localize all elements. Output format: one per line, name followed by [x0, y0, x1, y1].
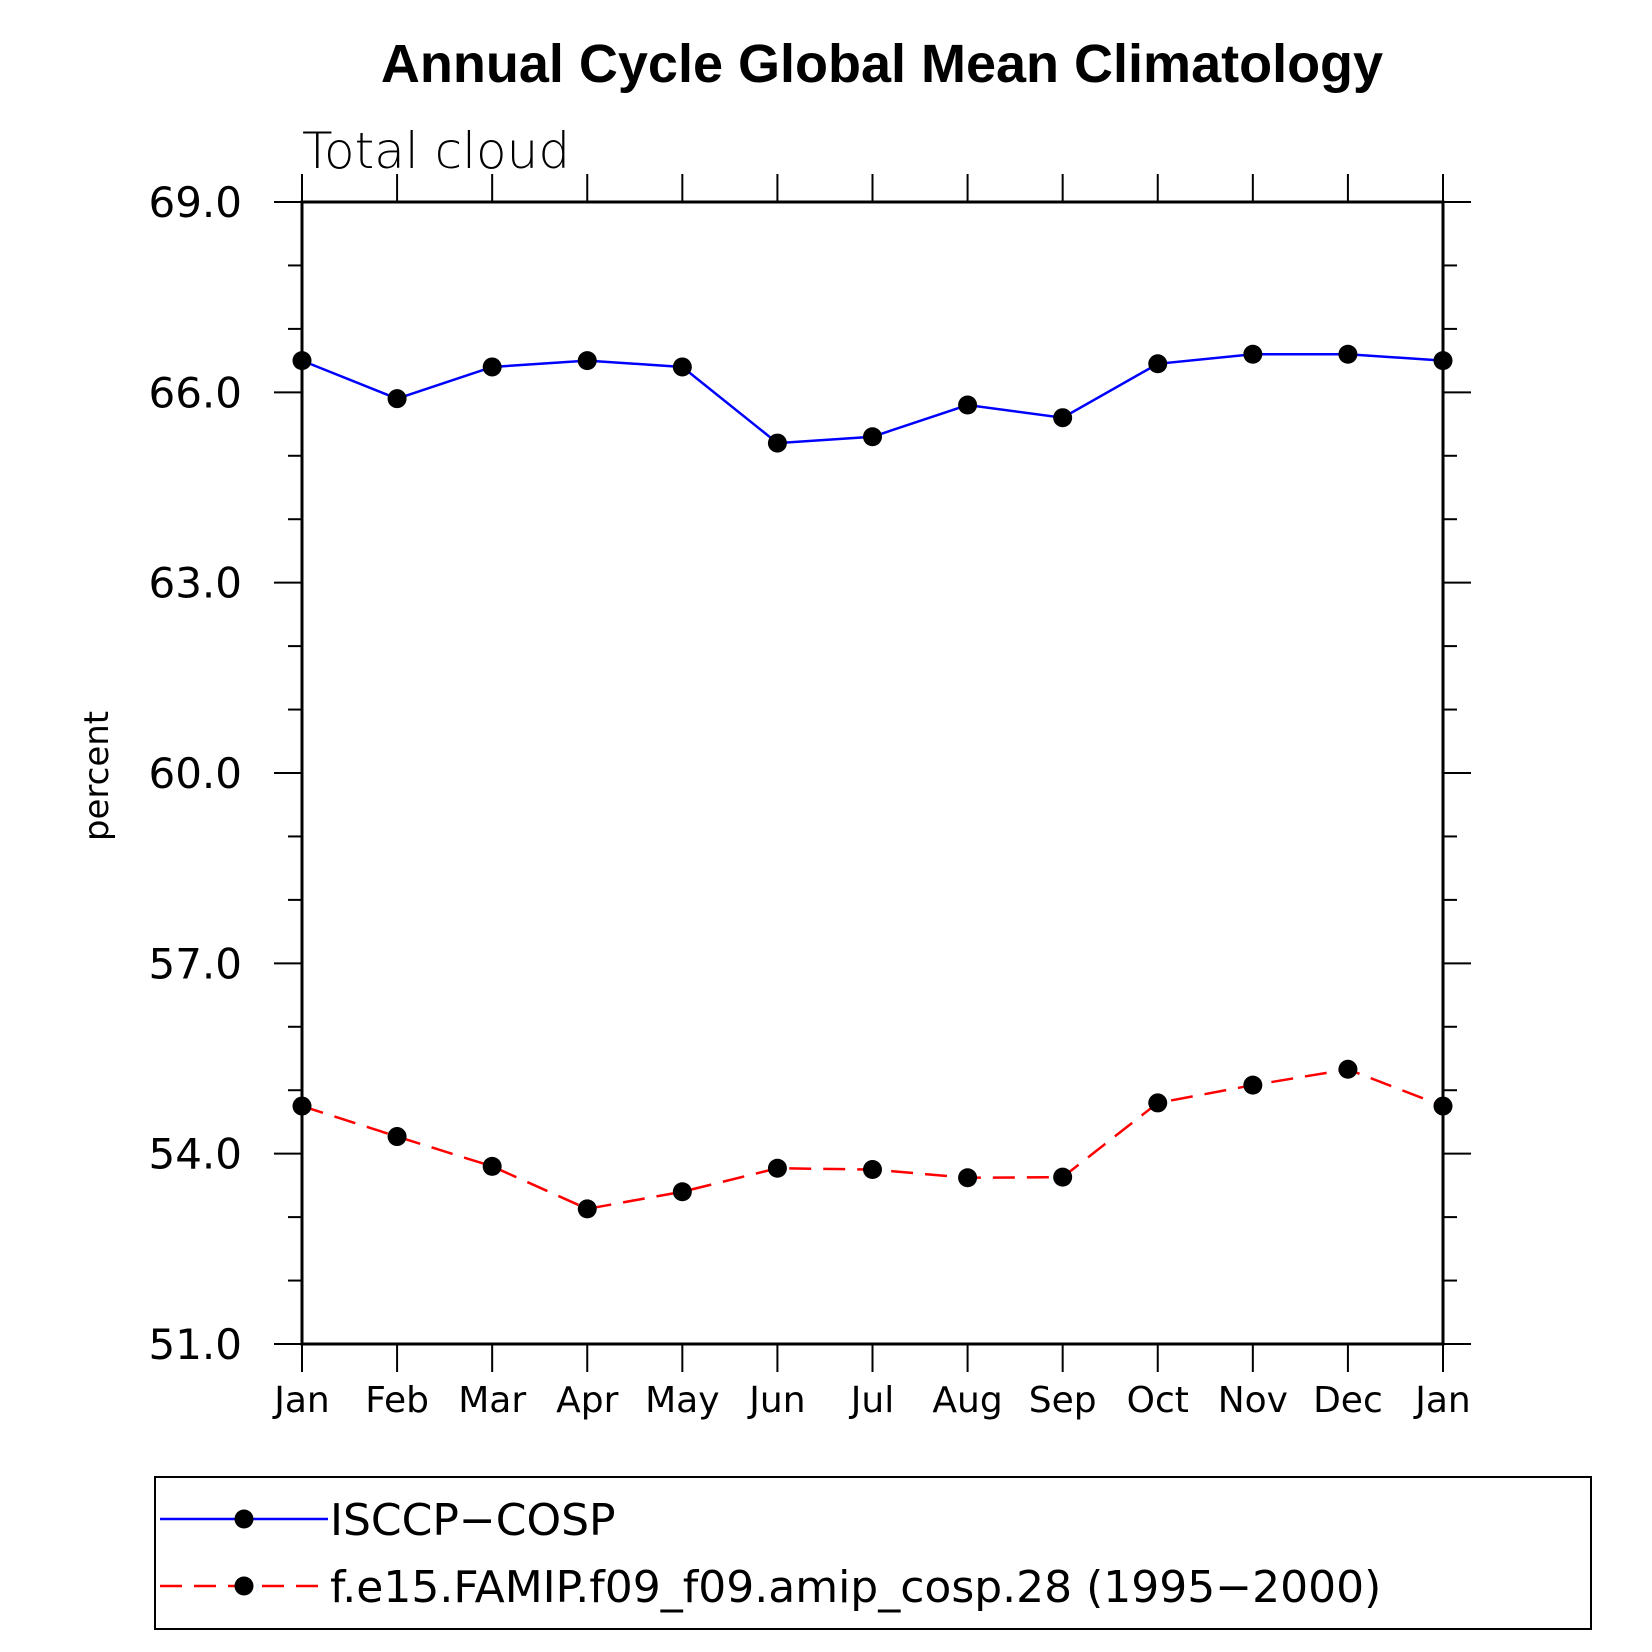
x-tick-label: Dec	[1313, 1380, 1383, 1421]
data-point	[482, 1156, 502, 1176]
y-tick-label: 57.0	[148, 939, 242, 988]
data-point	[863, 427, 882, 447]
data-point	[1148, 1093, 1168, 1113]
data-point	[387, 389, 407, 409]
y-tick-label: 69.0	[148, 178, 242, 227]
x-tick-label: Jan	[272, 1380, 330, 1421]
y-tick-label: 63.0	[148, 559, 242, 608]
series-lines	[301, 353, 1444, 1211]
data-point	[1243, 344, 1263, 364]
x-tick-label: Oct	[1127, 1380, 1189, 1421]
data-point	[577, 351, 597, 371]
legend-marker-2	[234, 1576, 254, 1596]
data-point	[1148, 354, 1168, 374]
legend: ISCCP−COSP f.e15.FAMIP.f09_f09.amip_cosp.…	[160, 1495, 1381, 1613]
y-tick-labels: 51.0 54.0 57.0 60.0 63.0 66.0 69.0	[148, 178, 242, 1369]
data-point	[1053, 408, 1073, 428]
data-point	[1433, 351, 1453, 371]
x-tick-label: Jul	[849, 1380, 894, 1421]
legend-label-2: f.e15.FAMIP.f09_f09.amip_cosp.28 (1995−2…	[330, 1562, 1381, 1613]
x-tick-label: Aug	[932, 1380, 1002, 1421]
data-point	[1338, 344, 1358, 364]
x-tick-label: Nov	[1218, 1380, 1288, 1421]
data-point	[672, 1182, 692, 1202]
data-point	[292, 351, 312, 371]
data-point	[1053, 1167, 1073, 1187]
data-point	[1433, 1096, 1453, 1116]
data-point	[767, 433, 787, 453]
x-tick-label: Jan	[1413, 1380, 1471, 1421]
data-point	[767, 1158, 787, 1178]
y-tick-label: 51.0	[148, 1320, 242, 1369]
x-tick-label: Feb	[365, 1380, 429, 1421]
y-tick-label: 66.0	[148, 368, 242, 417]
x-tick-label: Apr	[556, 1380, 618, 1421]
y-tick-label: 60.0	[148, 749, 242, 798]
data-point	[387, 1127, 407, 1147]
data-point	[958, 395, 978, 415]
x-tick-label: Jun	[747, 1380, 805, 1421]
data-point	[482, 357, 502, 377]
data-point	[958, 1168, 978, 1188]
chart-subtitle: Total cloud	[302, 122, 570, 180]
legend-box	[154, 1476, 1592, 1630]
y-axis-label: percent	[77, 711, 117, 841]
data-point	[1243, 1075, 1263, 1095]
data-point	[1338, 1059, 1358, 1079]
series-line-2	[301, 1067, 1444, 1211]
x-tick-label: May	[645, 1380, 719, 1421]
data-point	[292, 1096, 312, 1116]
series-markers	[292, 344, 1453, 1219]
x-tick-label: Mar	[458, 1380, 526, 1421]
legend-label-1: ISCCP−COSP	[330, 1495, 616, 1546]
x-tick-label: Sep	[1029, 1380, 1097, 1421]
data-point	[577, 1199, 597, 1219]
legend-marker-1	[234, 1509, 254, 1529]
x-tick-labels: Jan Feb Mar Apr May Jun Jul Aug Sep Oct Nov Dec Jan	[272, 1380, 1471, 1421]
y-tick-label: 54.0	[148, 1130, 242, 1179]
axis-ticks	[274, 174, 1471, 1372]
data-point	[672, 357, 692, 377]
chart-title: Annual Cycle Global Mean Climatology	[381, 34, 1383, 94]
data-point	[863, 1160, 882, 1180]
